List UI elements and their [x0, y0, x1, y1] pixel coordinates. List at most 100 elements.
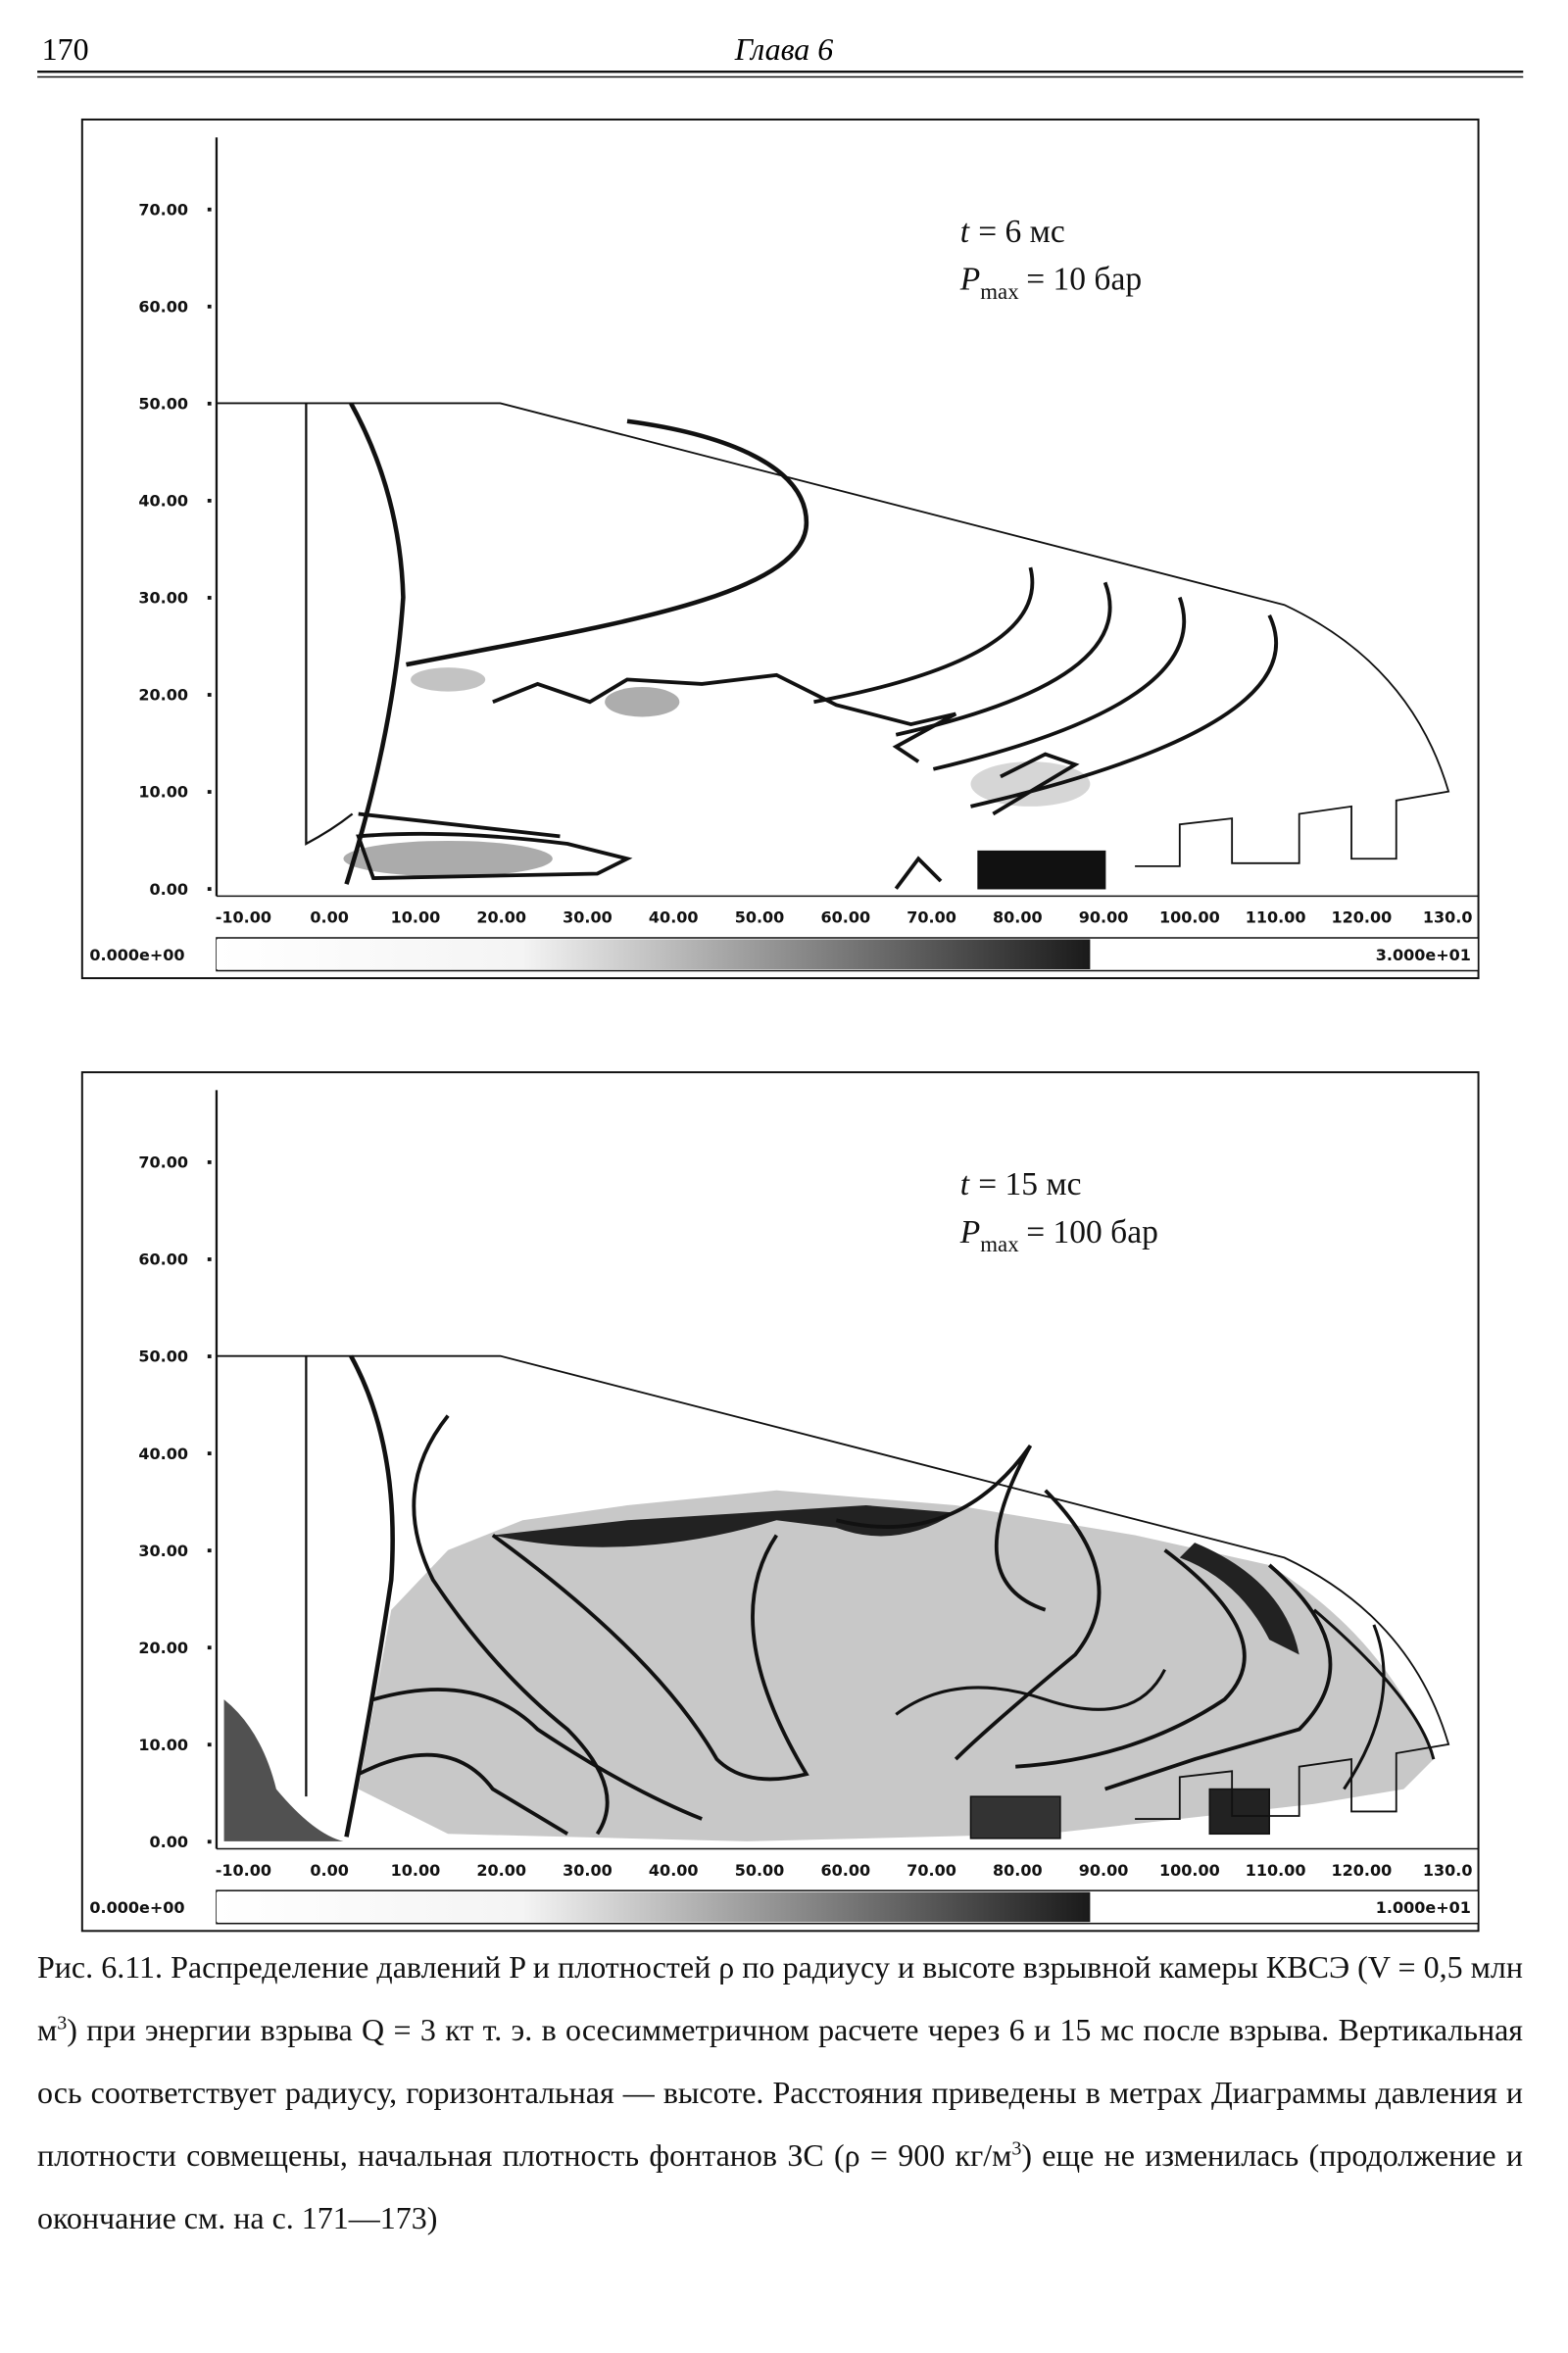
time-symbol: t — [960, 214, 970, 250]
y-tick-label: 20.00 — [138, 686, 188, 705]
contours — [216, 402, 1450, 890]
x-tick-label: 110.00 — [1246, 908, 1306, 927]
figure-caption: Рис. 6.11. Распределение давлений P и пл… — [37, 1936, 1523, 2249]
y-tick-dot — [207, 790, 212, 794]
y-tick-dot — [207, 304, 212, 309]
pressure-value: = 100 бар — [1026, 1214, 1158, 1250]
y-tick-dot — [207, 693, 212, 697]
shade — [223, 1699, 344, 1841]
figure-top: 70.00 60.00 50.00 40.00 30.00 20.00 10.00 0.00 -… — [80, 118, 1480, 980]
pressure-value: = 10 бар — [1026, 262, 1142, 298]
x-tick-label: 120.00 — [1332, 1861, 1393, 1880]
colorbar-min-label: 0.000e+00 — [89, 946, 184, 964]
annotation-time: t = 6 мс — [960, 214, 1065, 250]
time-symbol: t — [960, 1166, 970, 1202]
y-tick-dot — [207, 207, 212, 212]
shade — [605, 686, 680, 717]
annotation-pressure: Pmax = 10 бар — [959, 262, 1142, 304]
x-tick-label: 110.00 — [1246, 1861, 1306, 1880]
contour — [895, 1608, 1436, 1790]
wall — [305, 403, 354, 846]
shade — [343, 840, 553, 877]
x-tick-label: 20.00 — [476, 1861, 526, 1880]
x-tick-label: 130.0 — [1423, 1861, 1473, 1880]
y-tick-dot — [207, 1354, 212, 1358]
x-tick-label: 120.00 — [1332, 908, 1393, 927]
colorbar-max-label: 3.000e+01 — [1376, 946, 1471, 964]
shade — [969, 1795, 1061, 1839]
y-tick-label: 10.00 — [138, 1736, 188, 1754]
caption-text: ) при энергии взрыва Q = 3 кт т. э. в ос… — [37, 2012, 1523, 2173]
annotation-time: t = 15 мс — [960, 1166, 1082, 1202]
colorbar-gradient — [216, 1891, 1091, 1923]
x-tick-label: 130.0 — [1423, 908, 1473, 927]
x-tick-label: 100.00 — [1159, 1861, 1220, 1880]
x-tick-label: 0.00 — [310, 908, 348, 927]
y-tick-dot — [207, 1548, 212, 1553]
x-tick-label: 80.00 — [993, 1861, 1043, 1880]
chapter-title: Глава 6 — [734, 31, 834, 67]
x-tick-label: 70.00 — [906, 1861, 956, 1880]
y-tick-dot — [207, 1645, 212, 1650]
y-tick-label: 20.00 — [138, 1639, 188, 1657]
x-tick-label: 100.00 — [1159, 908, 1220, 927]
x-tick-label: 60.00 — [820, 908, 870, 927]
contours — [216, 1354, 1450, 1841]
y-tick-label: 40.00 — [138, 1445, 188, 1463]
x-tick-label: 90.00 — [1079, 908, 1129, 927]
contour — [412, 1414, 610, 1836]
figure-frame — [80, 118, 1480, 980]
y-tick-label: 70.00 — [138, 1153, 188, 1172]
shade — [1208, 1788, 1270, 1836]
x-tick-label: 40.00 — [649, 908, 699, 927]
y-tick-dot — [207, 1839, 212, 1844]
y-tick-label: 0.00 — [150, 1833, 188, 1851]
x-tick-label: 60.00 — [820, 1861, 870, 1880]
shade — [1179, 1543, 1299, 1655]
pressure-symbol: P — [959, 262, 980, 298]
pressure-subscript: max — [980, 279, 1019, 304]
chamber-outline — [216, 1354, 1450, 1820]
y-tick-label: 50.00 — [138, 1348, 188, 1366]
x-tick-label: 50.00 — [735, 1861, 785, 1880]
x-tick-label: 10.00 — [391, 1861, 441, 1880]
caption-text: Рис. 6.11. Распределение давлений P и пл… — [37, 1949, 1523, 2047]
y-tick-dot — [207, 887, 212, 891]
contour — [894, 752, 1080, 890]
contour — [356, 811, 633, 880]
contour — [344, 1354, 395, 1838]
x-tick-label: 30.00 — [563, 908, 612, 927]
y-tick-label: 30.00 — [138, 1542, 188, 1560]
page-number: 170 — [42, 31, 89, 67]
x-tick-label: -10.00 — [216, 908, 271, 927]
y-tick-label: 60.00 — [138, 1250, 188, 1269]
contour — [406, 418, 809, 667]
x-tick-label: 40.00 — [649, 1861, 699, 1880]
y-tick-dot — [207, 596, 212, 600]
x-tick-label: 80.00 — [993, 908, 1043, 927]
caption-superscript: 3 — [1011, 2137, 1022, 2160]
shade — [977, 850, 1106, 890]
contour — [344, 402, 406, 885]
pressure-symbol: P — [959, 1214, 980, 1250]
y-tick-dot — [207, 401, 212, 406]
contour — [357, 1548, 1333, 1836]
y-tick-label: 30.00 — [138, 589, 188, 608]
figure-frame — [80, 1071, 1480, 1933]
y-tick-label: 60.00 — [138, 298, 188, 317]
contour — [492, 672, 957, 763]
chamber-outline — [216, 402, 1450, 867]
x-tick-label: 90.00 — [1079, 1861, 1129, 1880]
figure-bottom: 70.00 60.00 50.00 40.00 30.00 20.00 10.00 0.00 -… — [80, 1071, 1480, 1933]
shade — [411, 667, 486, 692]
x-tick-label: 10.00 — [391, 908, 441, 927]
x-tick-label: 0.00 — [310, 1861, 348, 1880]
y-tick-label: 10.00 — [138, 783, 188, 802]
y-tick-dot — [207, 1742, 212, 1747]
shade — [492, 1505, 956, 1547]
x-tick-label: 50.00 — [735, 908, 785, 927]
y-tick-label: 40.00 — [138, 492, 188, 511]
